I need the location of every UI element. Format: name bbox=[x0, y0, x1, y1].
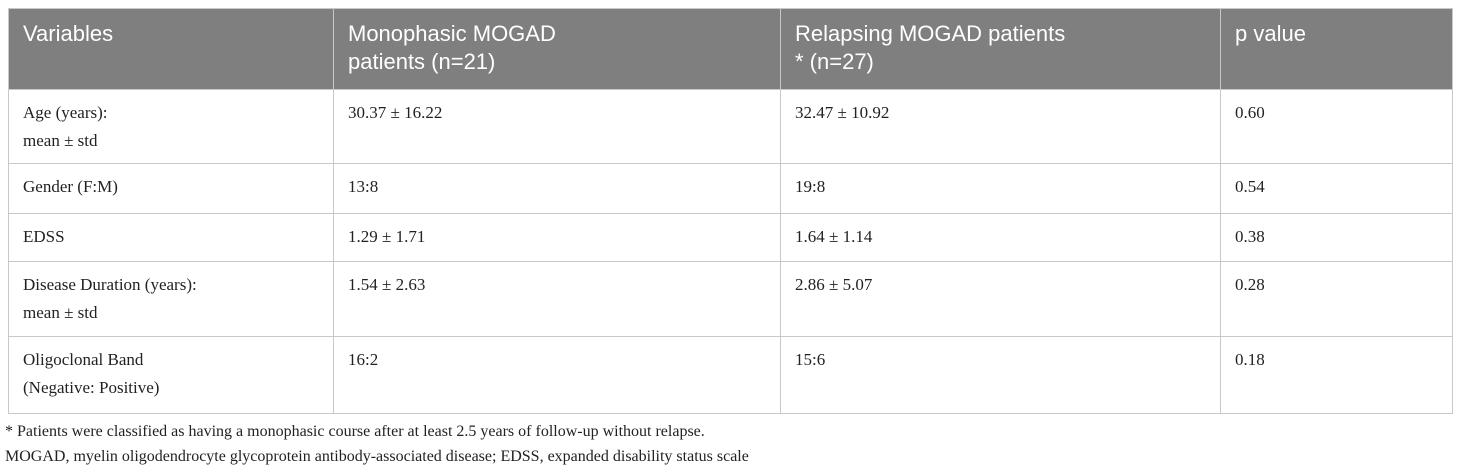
cell-line: Age (years): bbox=[23, 103, 108, 122]
table-cell: 1.29 ± 1.71 bbox=[333, 213, 781, 262]
table-cell: 16:2 bbox=[333, 336, 781, 414]
header-row: Variables Monophasic MOGAD patients (n=21)… bbox=[8, 8, 1453, 90]
table-cell: 0.60 bbox=[1220, 89, 1453, 164]
table-cell: 0.28 bbox=[1220, 261, 1453, 337]
cell-line: 0.18 bbox=[1235, 350, 1265, 369]
table-cell: 0.18 bbox=[1220, 336, 1453, 414]
cell-line: 15:6 bbox=[795, 350, 826, 369]
cell-line: 0.28 bbox=[1235, 275, 1265, 294]
cell-line: Variables bbox=[23, 21, 114, 46]
table-cell: 15:6 bbox=[780, 336, 1221, 414]
cell-line: 1.54 ± 2.63 bbox=[348, 275, 426, 294]
footnote: * Patients were classified as having a m… bbox=[5, 423, 705, 440]
table-cell: Disease Duration (years): mean ± std bbox=[8, 261, 334, 337]
cell-line: 32.47 ± 10.92 bbox=[795, 103, 890, 122]
table: Variables Monophasic MOGAD patients (n=21)… bbox=[8, 8, 1453, 414]
table-cell: 0.54 bbox=[1220, 163, 1453, 214]
table-cell: Gender (F:M) bbox=[8, 163, 334, 214]
cell-line: EDSS bbox=[23, 227, 65, 246]
table-cell: 13:8 bbox=[333, 163, 781, 214]
cell-line: mean ± std bbox=[23, 303, 98, 322]
cell-line: 0.54 bbox=[1235, 177, 1265, 196]
cell-line: Monophasic MOGAD bbox=[348, 21, 556, 46]
cell-line: Relapsing MOGAD patients bbox=[795, 21, 1066, 46]
table-cell: 19:8 bbox=[780, 163, 1221, 214]
header-cell: Monophasic MOGAD patients (n=21) bbox=[333, 8, 781, 90]
table-cell: Oligoclonal Band (Negative: Positive) bbox=[8, 336, 334, 414]
footnote: MOGAD, myelin oligodendrocyte glycoprote… bbox=[5, 448, 749, 465]
cell-line: Oligoclonal Band bbox=[23, 350, 144, 369]
table-cell: 30.37 ± 16.22 bbox=[333, 89, 781, 164]
table-row: Oligoclonal Band (Negative: Positive) 16:2… bbox=[8, 336, 1453, 414]
table-body: Age (years): mean ± std 30.37 ± 16.22 32.47… bbox=[8, 89, 1453, 414]
table-row: EDSS 1.29 ± 1.71 1.64 ± 1.14 0.38 bbox=[8, 213, 1453, 262]
cell-line: 1.29 ± 1.71 bbox=[348, 227, 426, 246]
cell-line: Disease Duration (years): bbox=[23, 275, 197, 294]
cell-line: (Negative: Positive) bbox=[23, 378, 160, 397]
table-cell: 0.38 bbox=[1220, 213, 1453, 262]
cell-line: 2.86 ± 5.07 bbox=[795, 275, 873, 294]
cell-line: 1.64 ± 1.14 bbox=[795, 227, 873, 246]
table-row: Disease Duration (years): mean ± std 1.54 … bbox=[8, 261, 1453, 337]
table-cell: Age (years): mean ± std bbox=[8, 89, 334, 164]
header-cell: Variables bbox=[8, 8, 334, 90]
header-cell: Relapsing MOGAD patients * (n=27) bbox=[780, 8, 1221, 90]
cell-line: p value bbox=[1235, 21, 1306, 46]
table-cell: 2.86 ± 5.07 bbox=[780, 261, 1221, 337]
table-cell: 1.54 ± 2.63 bbox=[333, 261, 781, 337]
cell-line: 0.38 bbox=[1235, 227, 1265, 246]
cell-line: 13:8 bbox=[348, 177, 379, 196]
table-cell: 32.47 ± 10.92 bbox=[780, 89, 1221, 164]
footnotes: * Patients were classified as having a m… bbox=[5, 419, 749, 469]
table-row: Gender (F:M) 13:8 19:8 0.54 bbox=[8, 163, 1453, 214]
cell-line: 19:8 bbox=[795, 177, 826, 196]
header-cell: p value bbox=[1220, 8, 1453, 90]
table-wrap: Variables Monophasic MOGAD patients (n=21)… bbox=[8, 8, 1453, 414]
table-row: Age (years): mean ± std 30.37 ± 16.22 32.47… bbox=[8, 89, 1453, 164]
cell-line: 0.60 bbox=[1235, 103, 1265, 122]
table-cell: 1.64 ± 1.14 bbox=[780, 213, 1221, 262]
cell-line: mean ± std bbox=[23, 131, 98, 150]
cell-line: * (n=27) bbox=[795, 49, 874, 74]
cell-line: 30.37 ± 16.22 bbox=[348, 103, 443, 122]
cell-line: Gender (F:M) bbox=[23, 177, 118, 196]
cell-line: 16:2 bbox=[348, 350, 379, 369]
table-cell: EDSS bbox=[8, 213, 334, 262]
cell-line: patients (n=21) bbox=[348, 49, 496, 74]
